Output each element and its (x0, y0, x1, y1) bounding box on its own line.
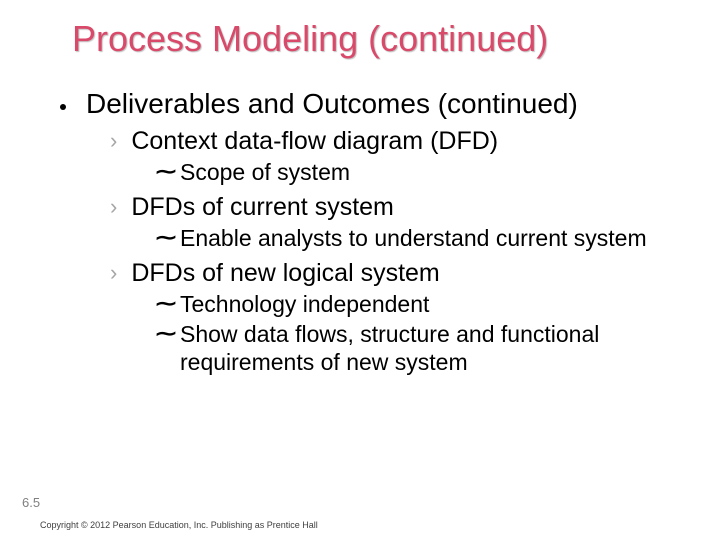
bullet-lvl1: Deliverables and Outcomes (continued) (60, 88, 680, 120)
bullet-lvl2: › DFDs of current system (110, 192, 680, 222)
lvl3-text: Show data flows, structure and functiona… (180, 320, 680, 376)
lvl2-text: DFDs of current system (131, 192, 394, 222)
chevron-icon: › (110, 258, 117, 288)
bullet-lvl3: ⁓ Scope of system (156, 158, 680, 186)
chevron-icon: › (110, 192, 117, 222)
tilde-icon: ⁓ (156, 320, 176, 348)
lvl3-text: Scope of system (180, 158, 350, 186)
lvl3-text: Technology independent (180, 290, 429, 318)
lvl1-text: Deliverables and Outcomes (continued) (86, 88, 578, 120)
tilde-icon: ⁓ (156, 290, 176, 318)
bullet-lvl2: › Context data-flow diagram (DFD) (110, 126, 680, 156)
slide-title: Process Modeling (continued) (72, 18, 680, 60)
bullet-lvl3: ⁓ Show data flows, structure and functio… (156, 320, 680, 376)
bullet-lvl3: ⁓ Technology independent (156, 290, 680, 318)
chevron-icon: › (110, 126, 117, 156)
bullet-lvl2: › DFDs of new logical system (110, 258, 680, 288)
slide: Process Modeling (continued) Deliverable… (0, 0, 720, 540)
copyright-text: Copyright © 2012 Pearson Education, Inc.… (40, 520, 318, 530)
slide-number: 6.5 (22, 495, 40, 510)
lvl2-text: Context data-flow diagram (DFD) (131, 126, 498, 156)
lvl3-text: Enable analysts to understand current sy… (180, 224, 647, 252)
tilde-icon: ⁓ (156, 158, 176, 186)
dot-icon (60, 104, 66, 110)
tilde-icon: ⁓ (156, 224, 176, 252)
lvl2-text: DFDs of new logical system (131, 258, 439, 288)
bullet-lvl3: ⁓ Enable analysts to understand current … (156, 224, 680, 252)
